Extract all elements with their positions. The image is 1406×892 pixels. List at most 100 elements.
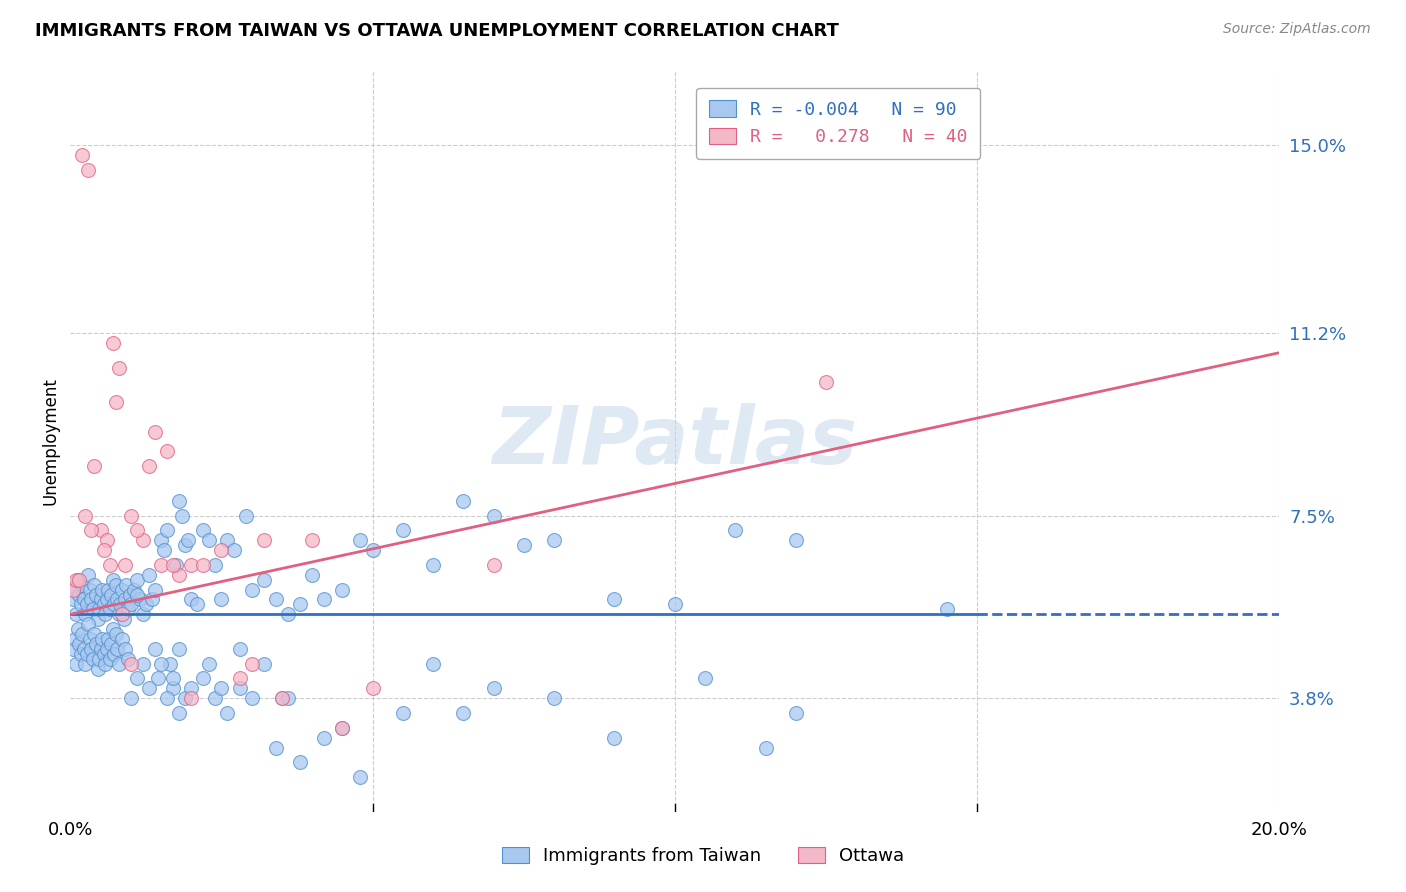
Point: [89, 602, 111, 616]
Point: [162, 558, 184, 572]
Point: [193, 672, 215, 686]
Point: [138, 459, 160, 474]
Point: [93, 598, 115, 612]
Point: [107, 592, 129, 607]
Point: [76, 647, 98, 661]
Point: [67, 637, 90, 651]
Point: [120, 598, 142, 612]
Point: [165, 558, 187, 572]
Point: [543, 691, 565, 706]
Point: [240, 657, 263, 671]
Point: [159, 657, 181, 671]
Point: [482, 508, 505, 523]
Point: [100, 588, 122, 602]
Point: [138, 681, 160, 696]
Point: [138, 567, 160, 582]
Point: [97, 632, 120, 646]
Point: [193, 524, 215, 538]
Text: ZIPatlas: ZIPatlas: [492, 402, 858, 481]
Point: [253, 657, 276, 671]
Point: [98, 602, 121, 616]
Point: [167, 706, 190, 720]
Point: [114, 558, 136, 572]
Point: [174, 691, 197, 706]
Point: [86, 662, 108, 676]
Point: [90, 524, 111, 538]
Point: [156, 691, 179, 706]
Point: [63, 632, 86, 646]
Point: [104, 627, 127, 641]
Point: [114, 592, 136, 607]
Point: [75, 607, 97, 622]
Point: [62, 582, 84, 597]
Point: [72, 577, 94, 591]
Point: [107, 607, 129, 622]
Point: [211, 543, 233, 558]
Point: [122, 582, 145, 597]
Point: [125, 672, 148, 686]
Point: [240, 691, 263, 706]
Point: [143, 425, 166, 439]
Point: [86, 612, 108, 626]
Point: [150, 533, 173, 548]
Point: [79, 632, 101, 646]
Point: [125, 588, 148, 602]
Point: [80, 524, 103, 538]
Point: [62, 592, 84, 607]
Point: [72, 592, 94, 607]
Point: [125, 524, 148, 538]
Point: [75, 657, 97, 671]
Point: [332, 582, 354, 597]
Point: [198, 533, 221, 548]
Point: [253, 573, 276, 587]
Point: [785, 533, 807, 548]
Point: [135, 598, 157, 612]
Point: [101, 622, 124, 636]
Point: [65, 657, 87, 671]
Point: [204, 558, 226, 572]
Point: [128, 592, 150, 607]
Point: [90, 632, 112, 646]
Point: [724, 524, 747, 538]
Point: [228, 641, 250, 656]
Point: [211, 681, 233, 696]
Point: [146, 672, 169, 686]
Point: [93, 543, 115, 558]
Point: [332, 721, 354, 735]
Point: [103, 647, 125, 661]
Point: [422, 558, 444, 572]
Y-axis label: Unemployment: Unemployment: [41, 377, 59, 506]
Point: [204, 691, 226, 706]
Point: [143, 641, 166, 656]
Point: [228, 672, 250, 686]
Point: [180, 558, 202, 572]
Point: [132, 607, 155, 622]
Point: [453, 493, 475, 508]
Point: [180, 592, 202, 607]
Point: [785, 706, 807, 720]
Point: [167, 567, 190, 582]
Text: IMMIGRANTS FROM TAIWAN VS OTTAWA UNEMPLOYMENT CORRELATION CHART: IMMIGRANTS FROM TAIWAN VS OTTAWA UNEMPLO…: [35, 22, 839, 40]
Point: [66, 573, 89, 587]
Point: [96, 533, 118, 548]
Point: [115, 577, 138, 591]
Point: [172, 508, 194, 523]
Point: [96, 592, 118, 607]
Point: [77, 567, 100, 582]
Point: [167, 641, 190, 656]
Point: [422, 657, 444, 671]
Point: [361, 543, 384, 558]
Point: [349, 770, 371, 784]
Point: [72, 627, 94, 641]
Point: [391, 524, 415, 538]
Point: [217, 533, 239, 548]
Point: [111, 607, 134, 622]
Point: [198, 657, 221, 671]
Point: [107, 657, 129, 671]
Point: [174, 538, 197, 552]
Point: [314, 592, 336, 607]
Point: [453, 706, 475, 720]
Point: [361, 681, 384, 696]
Point: [100, 637, 122, 651]
Point: [84, 588, 107, 602]
